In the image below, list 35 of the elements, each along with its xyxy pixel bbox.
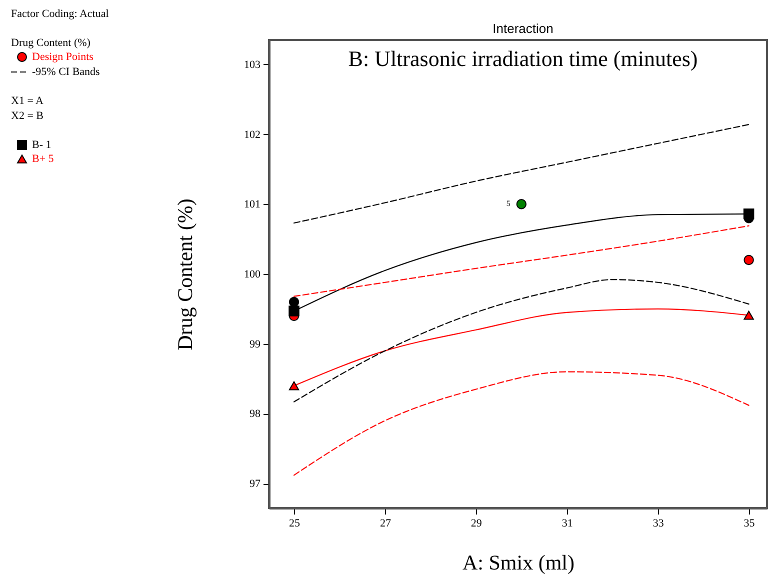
point <box>516 199 527 210</box>
annotation: 5 <box>506 199 510 208</box>
x-tick-label: 35 <box>744 518 756 530</box>
y-tick-label: 102 <box>244 128 260 141</box>
point <box>744 310 754 320</box>
x-tick-label: 29 <box>470 518 482 530</box>
point <box>288 296 300 308</box>
legend-label: Design Points <box>32 51 94 63</box>
x-tick-label: 25 <box>289 518 301 530</box>
legend-label: B+ 5 <box>32 153 54 165</box>
y-axis-title: Drug Content (%) <box>173 198 197 350</box>
chart-title: Interaction <box>492 21 554 36</box>
line-series <box>293 279 750 402</box>
chart-subtitle: B: Ultrasonic irradiation time (minutes) <box>348 46 698 71</box>
y-tick-label: 98 <box>250 408 261 420</box>
line-series <box>293 371 750 476</box>
legend-label: B- 1 <box>32 139 52 151</box>
line-series <box>293 124 750 224</box>
x-axis-title: A: Smix (ml) <box>462 550 575 574</box>
text: Factor Coding: Actual <box>11 8 109 20</box>
point <box>288 306 300 316</box>
y-tick-label: 97 <box>250 478 261 490</box>
x-tick-label: 33 <box>652 518 664 530</box>
legend-title: Drug Content (%) <box>11 37 91 49</box>
text: X1 = A <box>11 95 44 107</box>
point <box>288 381 300 390</box>
x-tick-label: 31 <box>562 518 573 530</box>
y-tick-label: 103 <box>244 58 261 71</box>
point <box>744 254 754 266</box>
legend-label: -95% CI Bands <box>32 66 100 78</box>
y-tick-label: 101 <box>244 198 260 211</box>
y-tick-label: 100 <box>244 268 261 280</box>
text: X2 = B <box>11 110 44 122</box>
x-tick-label: 27 <box>380 518 392 530</box>
y-tick-label: 99 <box>250 338 261 350</box>
